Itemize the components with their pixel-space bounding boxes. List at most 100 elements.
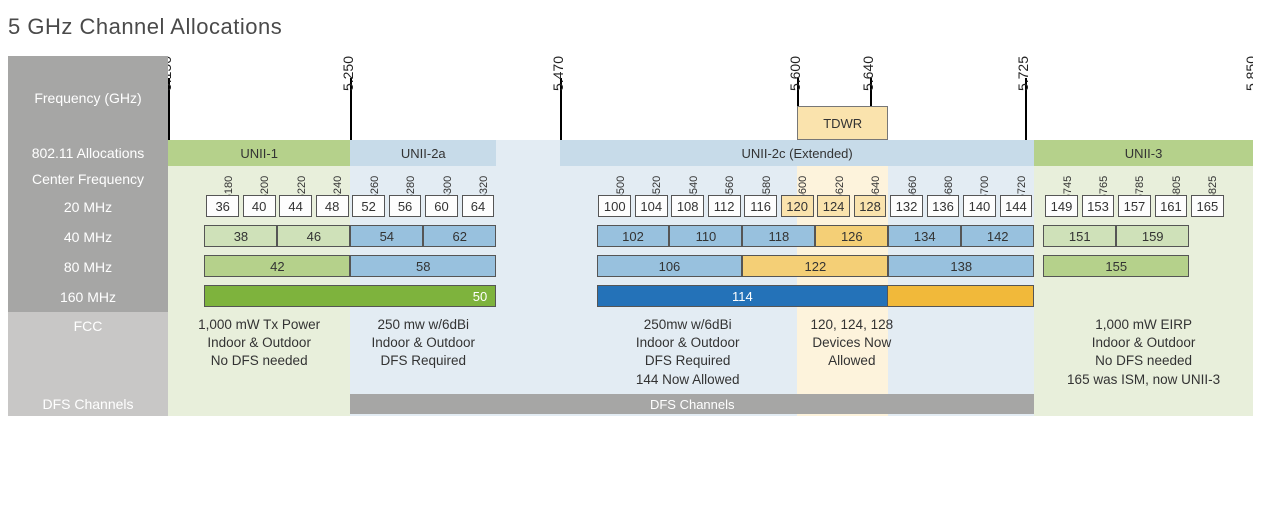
channel-80mhz: 42 [204, 255, 350, 277]
label-frequency: Frequency (GHz) [8, 56, 168, 140]
tick-label: 5.600 [787, 56, 803, 91]
fcc-line: Indoor & Outdoor [560, 334, 815, 352]
fcc-line: DFS Required [560, 352, 815, 370]
allocation-band: UNII-1 [168, 140, 350, 166]
fcc-line: Indoor & Outdoor [168, 334, 350, 352]
label-40mhz: 40 MHz [8, 222, 168, 252]
channel-20mhz: 56 [389, 195, 422, 217]
row-frequency: 5.150 5.250 5.470 5.600 5.640 5.725 5.850 TDWR [168, 56, 1253, 140]
label-20mhz: 20 MHz [8, 192, 168, 222]
row-80mhz: 4258 106122138 155 [168, 252, 1253, 282]
fcc-line: 1,000 mW EIRP [1034, 316, 1253, 334]
row-center-freq: 5180520052205240526052805300532055005520… [168, 166, 1253, 192]
channel-160mhz-extension [888, 285, 1034, 307]
fcc-line: No DFS needed [1034, 352, 1253, 370]
label-dfs: DFS Channels [8, 392, 168, 416]
channel-40mhz: 118 [742, 225, 815, 247]
label-80mhz: 80 MHz [8, 252, 168, 282]
channel-20mhz: 116 [744, 195, 777, 217]
label-center: Center Frequency [8, 166, 168, 192]
channel-40mhz: 159 [1116, 225, 1189, 247]
tick-label: 5.725 [1015, 56, 1031, 91]
label-160mhz: 160 MHz [8, 282, 168, 312]
channel-20mhz: 124 [817, 195, 850, 217]
channel-80mhz: 138 [888, 255, 1034, 277]
channel-20mhz: 144 [1000, 195, 1033, 217]
fcc-line: No DFS needed [168, 352, 350, 370]
channel-20mhz: 157 [1118, 195, 1151, 217]
allocation-band: UNII-3 [1034, 140, 1253, 166]
channel-40mhz: 142 [961, 225, 1034, 247]
fcc-line: 250mw w/6dBi [560, 316, 815, 334]
channel-20mhz: 108 [671, 195, 704, 217]
channel-40mhz: 151 [1043, 225, 1116, 247]
channel-20mhz: 120 [781, 195, 814, 217]
label-allocations: 802.11 Allocations [8, 140, 168, 166]
channel-20mhz: 52 [352, 195, 385, 217]
channel-20mhz: 44 [279, 195, 312, 217]
channel-80mhz: 155 [1043, 255, 1189, 277]
channel-80mhz: 106 [597, 255, 743, 277]
fcc-line: 120, 124, 128 [797, 316, 906, 334]
chart-area: 5.1505.2505.4705.6005.6405.7255.850TDWR … [168, 56, 1253, 416]
tick-label: 5.150 [168, 56, 174, 91]
fcc-note: 1,000 mW Tx PowerIndoor & OutdoorNo DFS … [168, 316, 350, 371]
channel-20mhz: 104 [635, 195, 668, 217]
channel-20mhz: 128 [854, 195, 887, 217]
channel-80mhz: 58 [350, 255, 496, 277]
row-allocations: UNII-1UNII-2aUNII-2c (Extended)UNII-3 [168, 140, 1253, 166]
channel-20mhz: 165 [1191, 195, 1224, 217]
fcc-note: 1,000 mW EIRPIndoor & OutdoorNo DFS need… [1034, 316, 1253, 389]
page-title: 5 GHz Channel Allocations [8, 14, 1253, 40]
channel-40mhz: 46 [277, 225, 350, 247]
channel-20mhz: 60 [425, 195, 458, 217]
fcc-line: 165 was ISM, now UNII-3 [1034, 371, 1253, 389]
channel-20mhz: 36 [206, 195, 239, 217]
fcc-line: Allowed [797, 352, 906, 370]
channel-40mhz: 126 [815, 225, 888, 247]
dfs-channels-bar: DFS Channels [350, 394, 1034, 414]
fcc-note: 250mw w/6dBiIndoor & OutdoorDFS Required… [560, 316, 815, 389]
channel-20mhz: 40 [243, 195, 276, 217]
fcc-line: Indoor & Outdoor [1034, 334, 1253, 352]
row-40mhz: 38465462102110118126134142151159 [168, 222, 1253, 252]
chart-wrapper: Frequency (GHz) 802.11 Allocations Cente… [8, 56, 1253, 416]
channel-160mhz: 114 [597, 285, 889, 307]
tick-label: 5.250 [340, 56, 356, 91]
row-20mhz: 3640444852566064 100104108112116120124128… [168, 192, 1253, 222]
row-fcc: 1,000 mW Tx PowerIndoor & OutdoorNo DFS … [168, 312, 1253, 392]
channel-20mhz: 161 [1155, 195, 1188, 217]
channel-20mhz: 153 [1082, 195, 1115, 217]
channel-40mhz: 62 [423, 225, 496, 247]
tick-label: 5.640 [860, 56, 876, 91]
channel-160mhz: 50 [204, 285, 496, 307]
tick-label: 5.850 [1243, 56, 1253, 91]
channel-40mhz: 134 [888, 225, 961, 247]
channel-20mhz: 140 [963, 195, 996, 217]
tick-label: 5.470 [550, 56, 566, 91]
channel-20mhz: 64 [462, 195, 495, 217]
channel-20mhz: 48 [316, 195, 349, 217]
fcc-line: DFS Required [350, 352, 496, 370]
row-dfs: DFS Channels [168, 392, 1253, 416]
fcc-line: 250 mw w/6dBi [350, 316, 496, 334]
channel-80mhz: 122 [742, 255, 888, 277]
fcc-note: 120, 124, 128Devices NowAllowed [797, 316, 906, 371]
channel-20mhz: 136 [927, 195, 960, 217]
row-160mhz: 50 114 [168, 282, 1253, 312]
channel-20mhz: 149 [1045, 195, 1078, 217]
channel-20mhz: 132 [890, 195, 923, 217]
fcc-line: Indoor & Outdoor [350, 334, 496, 352]
label-fcc: FCC [8, 312, 168, 392]
fcc-line: 1,000 mW Tx Power [168, 316, 350, 334]
row-labels-column: Frequency (GHz) 802.11 Allocations Cente… [8, 56, 168, 416]
fcc-line: 144 Now Allowed [560, 371, 815, 389]
channel-40mhz: 102 [597, 225, 670, 247]
fcc-line: Devices Now [797, 334, 906, 352]
fcc-note: 250 mw w/6dBiIndoor & OutdoorDFS Require… [350, 316, 496, 371]
tdwr-band: TDWR [797, 106, 888, 140]
channel-20mhz: 112 [708, 195, 741, 217]
channel-40mhz: 110 [669, 225, 742, 247]
channel-20mhz: 100 [598, 195, 631, 217]
allocation-band: UNII-2a [350, 140, 496, 166]
